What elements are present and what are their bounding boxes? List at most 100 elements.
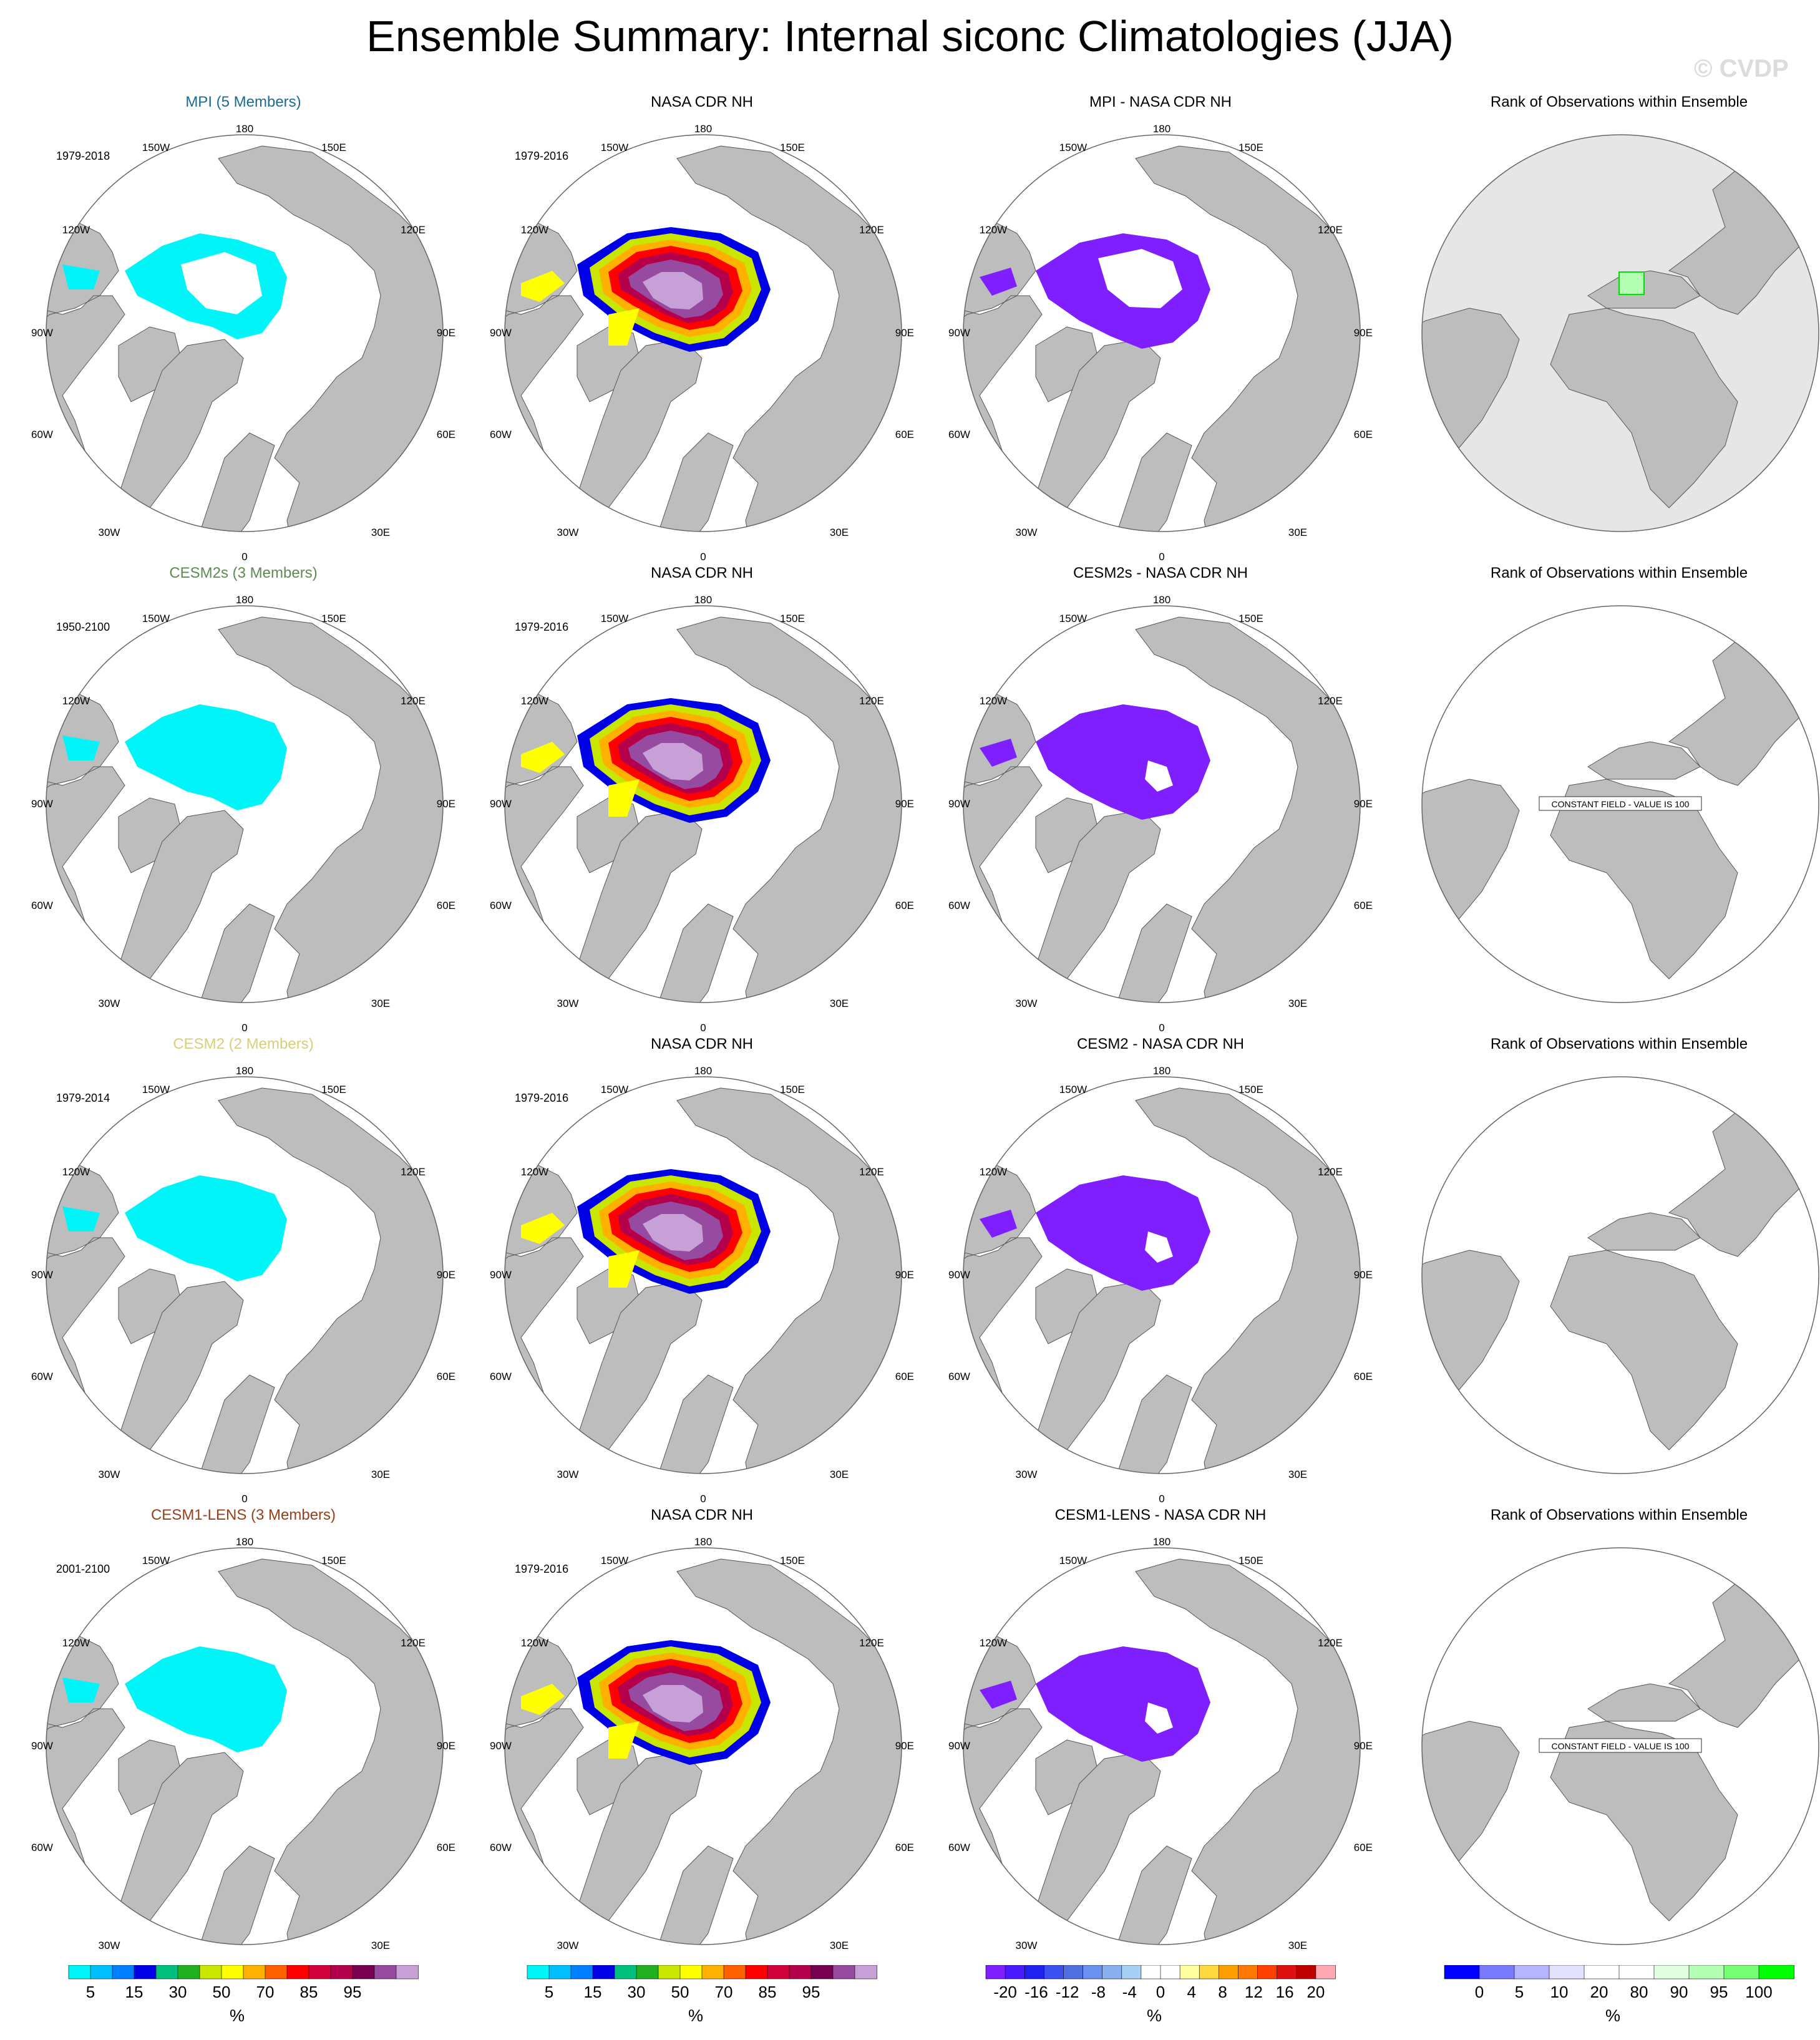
colorbar-tick-label: 85 [759,1983,777,2001]
lon-label-180: 180 [694,1065,712,1077]
south-america-landmass [1422,779,1520,979]
panel-title: Rank of Observations within Ensemble [1490,94,1748,110]
lon-label-60E: 60E [1354,429,1373,440]
lon-label-60W: 60W [948,1371,970,1382]
lon-label-150E: 150E [1238,613,1263,624]
colorbar-unit: % [1605,2006,1620,2025]
period-label: 1979-2016 [515,1092,568,1104]
lon-label-150W: 150W [142,613,170,624]
colorbar-swatch [636,1965,659,1979]
colorbar-swatch [1514,1965,1550,1979]
panel-title: CESM1-LENS (3 Members) [150,1507,336,1523]
colorbar-tick-label: 0 [1156,1983,1165,2001]
colorbar-swatch [1296,1965,1316,1979]
panel-title: CESM2 (2 Members) [173,1036,314,1052]
constant-field-box [1539,796,1702,811]
constant-field-note: CONSTANT FIELD - VALUE IS 100 [1552,799,1690,809]
lon-label-150E: 150E [1238,1555,1263,1566]
lon-label-60W: 60W [490,429,512,440]
colorbar-tick-label: 30 [628,1983,646,2001]
map-svg: 180 150W 150E 120W 120E 90W 90E 60W 60E 30W 30E 0 19… [31,594,455,1034]
map-panel-rank: Rank of Observations within Ensemble CONS… [1401,1507,1820,1981]
panel-title: NASA CDR NH [650,94,754,110]
lon-label-30W: 30W [1016,998,1038,1009]
colorbar-swatch [199,1965,222,1979]
lon-label-90E: 90E [895,327,914,339]
map-panel-diff: MPI - NASA CDR NH 180 150W 150E 120W 120E 90W 9… [942,94,1379,568]
europe-landmass [1587,1212,1701,1251]
colorbar-swatch [701,1965,724,1979]
lon-label-180: 180 [1153,1536,1170,1548]
colorbar-tick-label: -8 [1091,1983,1106,2001]
colorbar-swatch [1758,1965,1794,1979]
lon-label-150E: 150E [780,1555,805,1566]
period-label: 1979-2014 [56,1092,110,1104]
lon-label-60W: 60W [490,1371,512,1382]
lon-label-30E: 30E [1288,1469,1307,1480]
lon-label-30W: 30W [1016,1940,1038,1951]
greenland-landmass [118,339,244,521]
lon-label-180: 180 [694,594,712,606]
lon-label-120W: 120W [521,695,548,707]
diff-ice-field [980,1175,1210,1291]
polar-map: 180 150W 150E 120W 120E 90W 90E 60W 60E 30W 30E 0 [948,1065,1373,1505]
lon-label-30E: 30E [371,1940,390,1951]
colorbar-swatch [1083,1965,1103,1979]
lon-label-60E: 60E [437,1371,455,1382]
lon-label-60E: 60E [895,429,914,440]
lon-label-30W: 30W [99,527,120,538]
lon-label-90E: 90E [437,1740,455,1752]
colorbar-swatch [1179,1965,1200,1979]
polar-map [1421,1076,1819,1474]
scandinavia-landmass [658,1845,734,1945]
lon-label-0: 0 [1159,1022,1164,1034]
obs-ice-tongue [521,1213,640,1288]
colorbar-tick-label: 30 [169,1983,187,2001]
diff-white-core [1145,760,1173,792]
colorbar-swatch [723,1965,746,1979]
lon-label-180: 180 [236,1065,253,1077]
panel-title: CESM1-LENS - NASA CDR NH [1054,1507,1267,1523]
lon-label-0: 0 [1159,551,1164,563]
colorbar-swatch [177,1965,200,1979]
colorbar-swatch [396,1965,419,1979]
colorbar-swatch [614,1965,637,1979]
colorbar-tick-label: 85 [300,1983,318,2001]
model-ice-core [181,252,262,314]
map-panel-obs: NASA CDR NH 180 150W 150E 120W 120E 90W 90E 60W 6… [484,1507,920,1981]
model-ice-core [181,1194,262,1256]
map-panel-obs: NASA CDR NH 180 150W 150E 120W 120E 90W 90E 60W 6… [484,94,920,568]
colorbar-tick-label: 70 [715,1983,733,2001]
europe-landmass [1587,741,1701,780]
lon-label-120E: 120E [401,224,426,236]
lon-label-30E: 30E [1288,998,1307,1009]
colorbar-swatch [767,1965,790,1979]
lon-label-150W: 150W [142,142,170,153]
lon-label-90W: 90W [948,327,970,339]
colorbar-swatch [854,1965,877,1979]
colorbar-swatch [789,1965,812,1979]
lon-label-120W: 120W [521,1637,548,1649]
map-svg: 180150W150E120W120E90W90E60W60E30W30E020… [31,1536,455,1976]
colorbar-tick-label: 5 [1515,1983,1524,2001]
lon-label-60W: 60W [948,900,970,911]
lon-label-30W: 30W [557,1469,579,1480]
lon-label-60E: 60E [437,1842,455,1853]
colorbar-siconc-colorbar: 5 15 30 50 70 85 95% [527,1965,877,2025]
lon-label-120E: 120E [401,695,426,707]
lon-label-120W: 120W [980,224,1007,236]
lon-label-30W: 30W [557,527,579,538]
lon-label-60E: 60E [437,900,455,911]
colorbar-tick-label: 95 [344,1983,362,2001]
colorbar-swatch [1160,1965,1180,1979]
lon-label-30E: 30E [371,1469,390,1480]
polar-map: 180 150W 150E 120W 120E 90W 90E 60W 60E 30W 30E 0 [31,1065,455,1505]
lon-label-150W: 150W [601,142,628,153]
obs-ice-band [643,1685,703,1722]
map-svg: 180 150W 150E 120W 120E 90W 90E 60W 60E 30W 30E 0 19… [31,123,455,563]
panel-title: NASA CDR NH [650,1507,754,1523]
map-panel-model: CESM2 (2 Members) 180 150W 150E 120W 120E 90W 9… [25,1036,462,1510]
lon-label-30W: 30W [557,998,579,1009]
colorbar-swatch [221,1965,244,1979]
